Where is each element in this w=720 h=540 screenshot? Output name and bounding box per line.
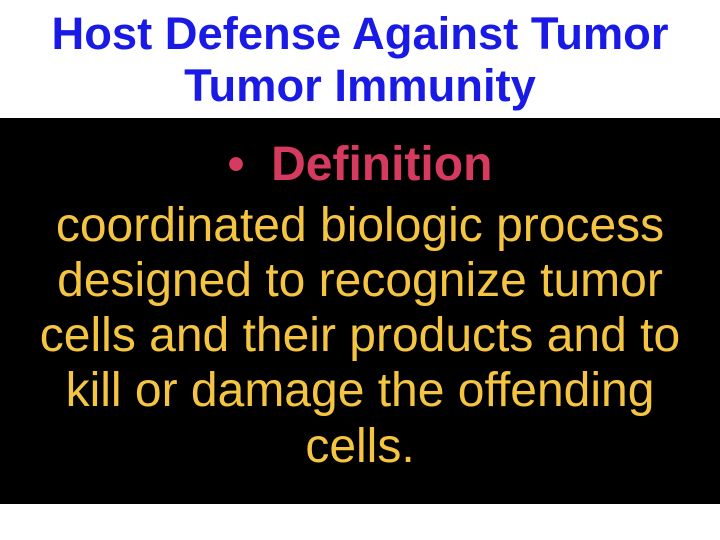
- definition-label: Definition: [271, 138, 492, 191]
- bullet-symbol: •: [228, 138, 245, 191]
- slide-title-line-1: Host Defense Against Tumor: [0, 8, 720, 60]
- slide-title-line-2: Tumor Immunity: [0, 60, 720, 112]
- definition-body-text: coordinated biologic process designed to…: [30, 198, 690, 474]
- slide-title-block: Host Defense Against Tumor Tumor Immunit…: [0, 0, 720, 118]
- slide-body-block: • Definition coordinated biologic proces…: [0, 118, 720, 504]
- definition-heading: • Definition: [30, 136, 690, 194]
- slide: Host Defense Against Tumor Tumor Immunit…: [0, 0, 720, 540]
